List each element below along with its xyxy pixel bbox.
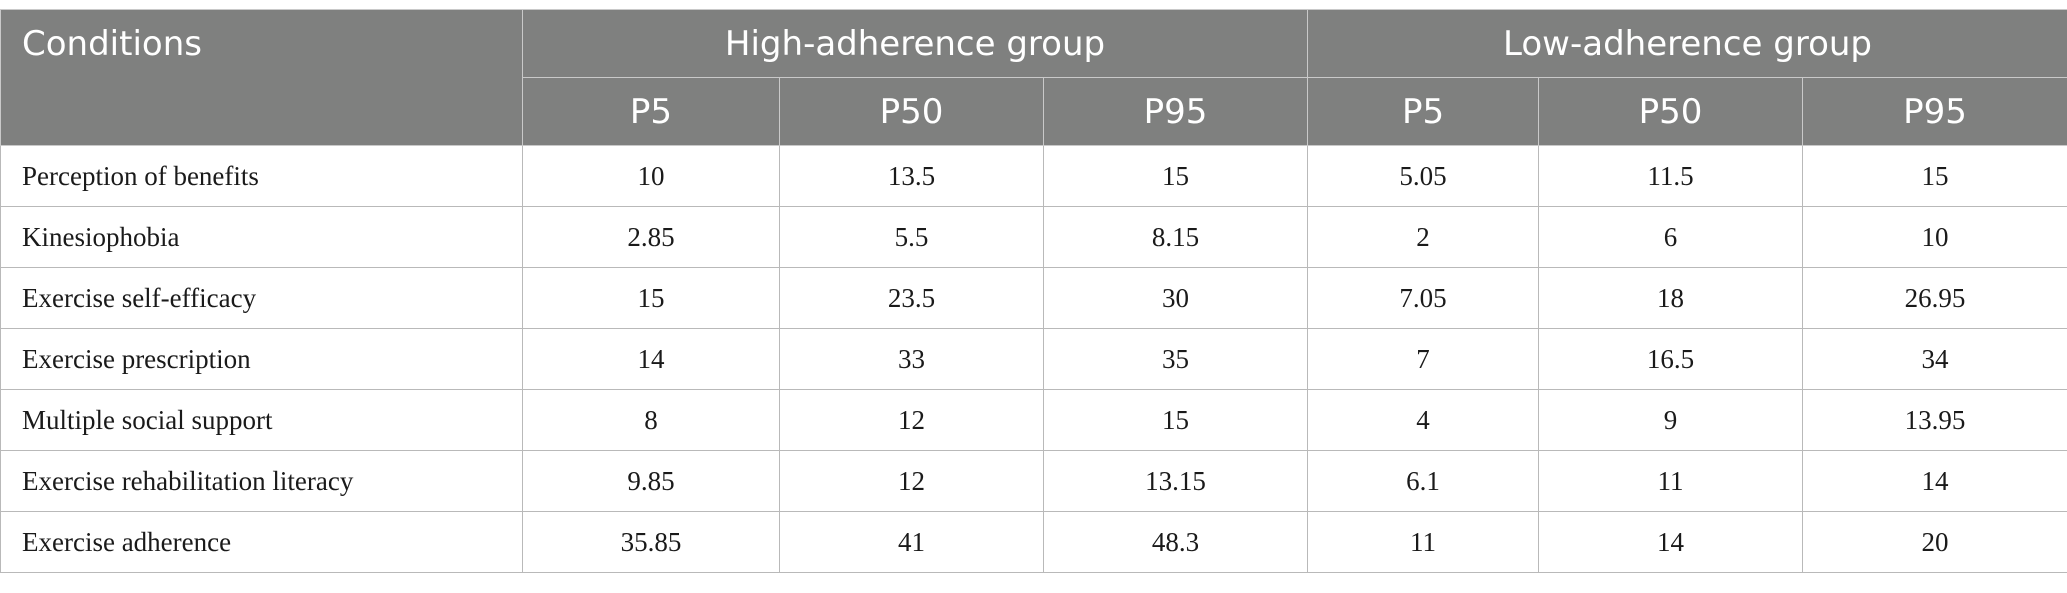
table-cell: 11 bbox=[1307, 511, 1540, 573]
table-cell: 15 bbox=[1802, 145, 2067, 207]
table-cell: 15 bbox=[1042, 389, 1309, 451]
table-cell: 7 bbox=[1307, 328, 1540, 390]
header-high-p5: P5 bbox=[522, 77, 780, 146]
table-cell: 15 bbox=[522, 267, 780, 329]
table-cell: 14 bbox=[522, 328, 780, 390]
table-cell: 4 bbox=[1307, 389, 1540, 451]
table-cell: 14 bbox=[1538, 511, 1804, 573]
table-cell: 41 bbox=[779, 511, 1044, 573]
row-label: Kinesiophobia bbox=[0, 206, 523, 268]
table-cell: 11.5 bbox=[1538, 145, 1804, 207]
table-cell: 48.3 bbox=[1042, 511, 1309, 573]
header-high-p95: P95 bbox=[1042, 77, 1309, 146]
table-cell: 13.15 bbox=[1042, 450, 1309, 512]
row-label: Multiple social support bbox=[0, 389, 523, 451]
table-cell: 11 bbox=[1538, 450, 1804, 512]
table-cell: 13.5 bbox=[779, 145, 1044, 207]
header-low-adherence-group: Low-adherence group bbox=[1307, 9, 2067, 78]
table-row: Exercise prescription 14 33 35 7 16.5 34 bbox=[0, 328, 2067, 390]
table-cell: 15 bbox=[1042, 145, 1309, 207]
table-row: Exercise self-efficacy 15 23.5 30 7.05 1… bbox=[0, 267, 2067, 329]
table-cell: 8.15 bbox=[1042, 206, 1309, 268]
table-cell: 5.05 bbox=[1307, 145, 1540, 207]
table-cell: 5.5 bbox=[779, 206, 1044, 268]
header-high-adherence-group: High-adherence group bbox=[521, 9, 1309, 78]
table-cell: 6 bbox=[1538, 206, 1804, 268]
row-label: Perception of benefits bbox=[0, 145, 523, 207]
row-label: Exercise adherence bbox=[0, 511, 523, 573]
row-label: Exercise rehabilitation literacy bbox=[0, 450, 523, 512]
header-row-percentiles: P5 P50 P95 P5 P50 P95 bbox=[1, 77, 2067, 146]
table-row: Exercise rehabilitation literacy 9.85 12… bbox=[0, 450, 2067, 512]
table-row: Multiple social support 8 12 15 4 9 13.9… bbox=[0, 389, 2067, 451]
table-cell: 2 bbox=[1307, 206, 1540, 268]
table-cell: 8 bbox=[522, 389, 780, 451]
header-low-p50: P50 bbox=[1538, 77, 1804, 146]
header-high-p50: P50 bbox=[779, 77, 1044, 146]
percentile-table: Conditions High-adherence group Low-adhe… bbox=[0, 9, 2067, 573]
table-row: Perception of benefits 10 13.5 15 5.05 1… bbox=[0, 145, 2067, 207]
table-cell: 7.05 bbox=[1307, 267, 1540, 329]
table-cell: 16.5 bbox=[1538, 328, 1804, 390]
table-cell: 6.1 bbox=[1307, 450, 1540, 512]
table-cell: 14 bbox=[1802, 450, 2067, 512]
table-cell: 2.85 bbox=[522, 206, 780, 268]
row-label: Exercise self-efficacy bbox=[0, 267, 523, 329]
table-cell: 9 bbox=[1538, 389, 1804, 451]
header-low-p5: P5 bbox=[1307, 77, 1540, 146]
table-cell: 10 bbox=[522, 145, 780, 207]
table-cell: 18 bbox=[1538, 267, 1804, 329]
table-cell: 35.85 bbox=[522, 511, 780, 573]
header-row-groups: Conditions High-adherence group Low-adhe… bbox=[0, 9, 2067, 146]
table-cell: 9.85 bbox=[522, 450, 780, 512]
table-cell: 26.95 bbox=[1802, 267, 2067, 329]
table-cell: 20 bbox=[1802, 511, 2067, 573]
table-row: Kinesiophobia 2.85 5.5 8.15 2 6 10 bbox=[0, 206, 2067, 268]
row-label: Exercise prescription bbox=[0, 328, 523, 390]
table-cell: 12 bbox=[779, 389, 1044, 451]
table-cell: 10 bbox=[1802, 206, 2067, 268]
table-cell: 33 bbox=[779, 328, 1044, 390]
table-row: Exercise adherence 35.85 41 48.3 11 14 2… bbox=[0, 511, 2067, 573]
table-cell: 30 bbox=[1042, 267, 1309, 329]
table-cell: 34 bbox=[1802, 328, 2067, 390]
header-low-p95: P95 bbox=[1802, 77, 2067, 146]
header-conditions: Conditions bbox=[0, 9, 523, 146]
table-cell: 35 bbox=[1042, 328, 1309, 390]
table-cell: 13.95 bbox=[1802, 389, 2067, 451]
table-cell: 12 bbox=[779, 450, 1044, 512]
table-cell: 23.5 bbox=[779, 267, 1044, 329]
